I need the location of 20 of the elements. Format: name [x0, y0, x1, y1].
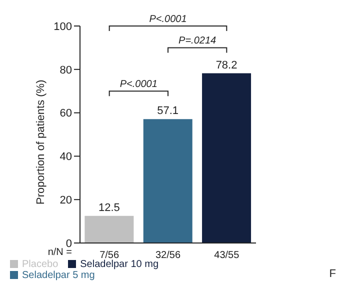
legend-label: Placebo [22, 259, 58, 270]
y-tick-label: 20 [60, 194, 72, 207]
data-label: 12.5 [98, 202, 120, 214]
legend-label: Seladelpar 5 mg [22, 270, 95, 281]
text: P<.0001 [149, 14, 187, 25]
y-tick-label: 0 [66, 238, 72, 250]
text: n/N = [48, 247, 72, 258]
y-tick-label: 100 [54, 20, 72, 33]
y-axis-title: Proportion of patients (%) [34, 80, 47, 204]
data-label: 57.1 [157, 105, 179, 118]
annotation: P=.0214 [178, 36, 217, 47]
y-tick-label: 60 [60, 108, 72, 120]
x-tick-label: 43/55 [214, 250, 240, 262]
data-label: 78.2 [216, 59, 238, 72]
annotation: P<.0001 [120, 79, 158, 90]
legend-label: Seladelpar 10 mg [80, 259, 159, 270]
text: F [329, 268, 336, 280]
y-tick-label: 40 [60, 151, 72, 164]
y-tick-label: 80 [60, 64, 72, 76]
x-tick-label: 32/56 [155, 250, 181, 262]
